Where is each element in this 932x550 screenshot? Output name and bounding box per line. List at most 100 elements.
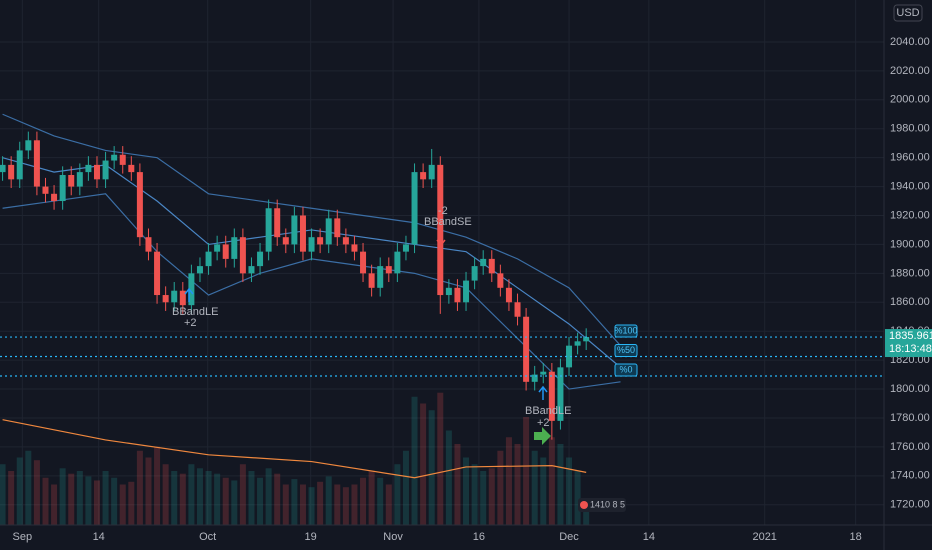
candle-body bbox=[368, 273, 375, 288]
candle-body bbox=[282, 237, 289, 245]
volume-ma-line bbox=[2, 419, 587, 479]
candle-body bbox=[0, 164, 6, 173]
last-price-box bbox=[885, 329, 932, 358]
volume-bar bbox=[171, 471, 178, 525]
candle-body bbox=[505, 287, 512, 303]
annotation-text: BBandSE bbox=[424, 216, 472, 228]
candle-body bbox=[471, 266, 478, 281]
level-tag-box bbox=[614, 344, 638, 358]
candle-body bbox=[454, 287, 461, 303]
long-arrow bbox=[538, 385, 548, 400]
annotation-text: BBandLE bbox=[172, 306, 218, 318]
events-badge: 1410 8 5 bbox=[578, 498, 626, 512]
candle-body bbox=[488, 258, 495, 274]
volume-bar bbox=[93, 480, 100, 525]
x-tick-label: 14 bbox=[93, 531, 105, 543]
volume-bar bbox=[179, 473, 186, 525]
candle-body bbox=[171, 290, 178, 303]
y-tick-label: 1720.00 bbox=[890, 499, 930, 511]
volume-bar bbox=[76, 471, 83, 525]
annotation: BBandLE +2 bbox=[525, 385, 571, 429]
candle-body bbox=[437, 164, 444, 296]
candle-body bbox=[385, 266, 392, 274]
level-tag: %0 bbox=[619, 364, 632, 374]
y-tick-label: 1900.00 bbox=[890, 238, 930, 250]
candle-body bbox=[360, 251, 367, 274]
candle-body bbox=[428, 164, 435, 180]
candle-body bbox=[351, 244, 358, 252]
volume-bar bbox=[214, 473, 221, 525]
candle-body bbox=[222, 244, 229, 259]
volume-bar bbox=[42, 477, 49, 525]
y-tick-label: 1800.00 bbox=[890, 383, 930, 395]
candle-body bbox=[68, 175, 75, 187]
candle-body bbox=[8, 164, 15, 180]
y-tick-label: 2020.00 bbox=[890, 65, 930, 77]
candle-body bbox=[334, 218, 341, 238]
candle-body bbox=[119, 154, 126, 165]
y-tick-label: 2040.00 bbox=[890, 36, 930, 48]
volume-bar bbox=[334, 484, 341, 525]
volume-bar bbox=[317, 481, 324, 525]
volume-bar bbox=[188, 464, 195, 525]
annotation-qty: -2 bbox=[438, 205, 448, 217]
candle-body bbox=[42, 186, 49, 194]
band-line bbox=[2, 113, 621, 347]
volume-bar bbox=[351, 484, 358, 525]
volume-bar bbox=[325, 476, 332, 525]
badge-text: 1410 8 5 bbox=[590, 499, 625, 509]
candle-body bbox=[76, 172, 83, 187]
volume-bar bbox=[488, 468, 495, 525]
candle-body bbox=[85, 164, 92, 173]
candle-body bbox=[128, 164, 135, 173]
volume-bar bbox=[128, 481, 135, 525]
level-tag: %50 bbox=[617, 345, 635, 355]
candle-body bbox=[102, 160, 109, 180]
volume-bar bbox=[248, 471, 255, 525]
candle-body bbox=[16, 150, 23, 180]
volume-bar bbox=[51, 484, 58, 525]
x-tick-label: 2021 bbox=[752, 531, 776, 543]
candle-body bbox=[463, 280, 470, 303]
volume-bar bbox=[111, 477, 118, 525]
volume-bar bbox=[402, 450, 409, 525]
candle-body bbox=[445, 287, 452, 296]
volume-bar bbox=[33, 460, 40, 525]
volume-bar bbox=[420, 403, 427, 525]
entry-arrow bbox=[534, 427, 551, 445]
x-tick-label: Sep bbox=[13, 531, 33, 543]
candle-body bbox=[497, 273, 504, 288]
annotation-qty: +2 bbox=[537, 417, 550, 429]
candle-body bbox=[325, 218, 332, 245]
x-tick-label: Dec bbox=[559, 531, 579, 543]
volume-bar bbox=[557, 444, 564, 525]
candle-body bbox=[342, 237, 349, 245]
volume-bar bbox=[437, 392, 444, 525]
y-tick-label: 1940.00 bbox=[890, 180, 930, 192]
volume-bar bbox=[574, 471, 581, 525]
volume-bar bbox=[531, 450, 538, 525]
y-tick-label: 1780.00 bbox=[890, 412, 930, 424]
currency-badge[interactable]: USD bbox=[893, 4, 923, 22]
candle-body bbox=[394, 251, 401, 274]
countdown-label: 18:13:48 bbox=[889, 343, 932, 355]
candle-body bbox=[514, 302, 521, 317]
volume-bar bbox=[154, 446, 161, 525]
short-arrow bbox=[436, 232, 446, 247]
volume-bar bbox=[274, 473, 281, 525]
volume-bar bbox=[480, 471, 487, 525]
y-tick-label: 2000.00 bbox=[890, 94, 930, 106]
candle-body bbox=[25, 140, 32, 151]
candle-body bbox=[566, 345, 573, 368]
y-tick-label: 1860.00 bbox=[890, 296, 930, 308]
candle-body bbox=[523, 316, 530, 382]
candle-body bbox=[308, 237, 315, 252]
volume-bar bbox=[222, 477, 229, 525]
volume-bar bbox=[454, 444, 461, 525]
volume-bar bbox=[566, 457, 573, 525]
currency-box[interactable] bbox=[893, 4, 923, 22]
candle-body bbox=[299, 215, 306, 252]
candle-body bbox=[583, 336, 590, 342]
volume-bar bbox=[548, 437, 555, 525]
